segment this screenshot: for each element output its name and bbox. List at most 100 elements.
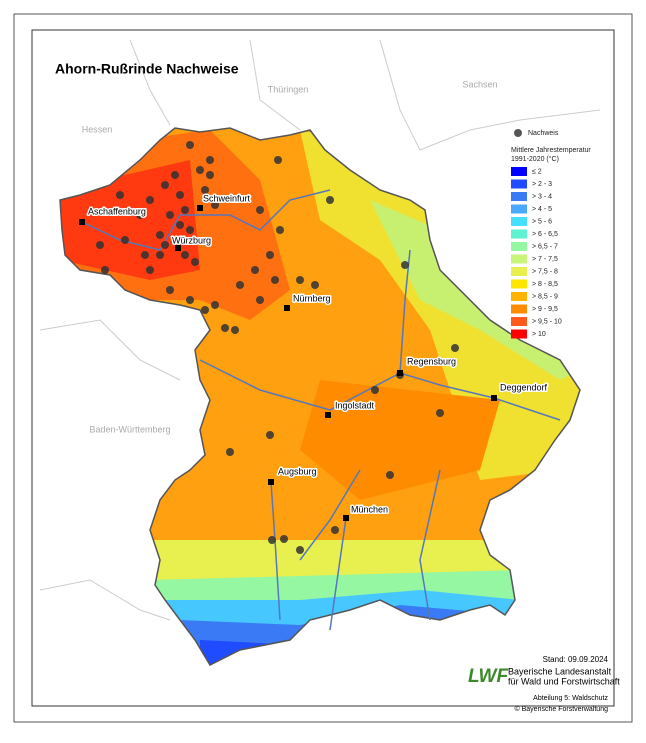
neighbor-label: Sachsen: [462, 79, 497, 89]
observation-dot: [276, 226, 284, 234]
legend-label: > 6 - 6,5: [532, 231, 558, 238]
city-marker: [325, 412, 331, 418]
city-label: Deggendorf: [500, 382, 548, 392]
observation-dot: [326, 196, 334, 204]
observation-dot: [266, 251, 274, 259]
city-marker: [197, 205, 203, 211]
city-label: Regensburg: [407, 356, 456, 366]
observation-dot: [296, 276, 304, 284]
legend-swatch: [511, 192, 527, 201]
observation-dot: [146, 196, 154, 204]
legend-swatch: [511, 254, 527, 264]
legend-label: > 9,5 - 10: [532, 318, 562, 325]
observation-dot: [331, 526, 339, 534]
observation-dot: [101, 266, 109, 274]
legend-label: > 8 - 8,5: [532, 281, 558, 288]
observation-dot: [191, 258, 199, 266]
observation-dot: [280, 535, 288, 543]
observation-dot: [386, 471, 394, 479]
legend-swatch: [511, 304, 527, 314]
observation-dot: [436, 409, 444, 417]
observation-dot: [161, 181, 169, 189]
map-title: Ahorn-Rußrinde Nachweise: [55, 61, 239, 77]
legend-label: > 4 - 5: [532, 206, 552, 213]
legend-swatch: [511, 329, 527, 339]
department: Abteilung 5: Waldschutz: [533, 695, 608, 702]
legend-label: > 2 - 3: [532, 181, 552, 188]
legend-label: > 7,5 - 8: [532, 268, 558, 275]
city-label: Würzburg: [172, 235, 211, 245]
observation-points: [96, 141, 459, 554]
observation-dot: [201, 186, 209, 194]
observation-dot: [146, 266, 154, 274]
observation-dot: [176, 191, 184, 199]
observation-dot: [296, 546, 304, 554]
city-marker: [491, 395, 497, 401]
observation-dot: [251, 266, 259, 274]
date: Stand: 09.09.2024: [543, 655, 609, 664]
observation-dot: [166, 286, 174, 294]
city-marker: [284, 305, 290, 311]
city-marker: [397, 370, 403, 376]
city-label: Aschaffenburg: [88, 206, 146, 216]
legend-dot: [514, 129, 522, 137]
observation-dot: [451, 344, 459, 352]
observation-dot: [171, 236, 179, 244]
legend-swatch: [511, 242, 527, 251]
observation-dot: [256, 206, 264, 214]
observation-dot: [211, 201, 219, 209]
legend-swatch: [511, 167, 527, 176]
city-label: Augsburg: [278, 466, 317, 476]
observation-dot: [371, 386, 379, 394]
observation-dot: [136, 211, 144, 219]
observation-dot: [211, 301, 219, 309]
legend-title: 1991-2020 (°C): [511, 155, 559, 163]
observation-dot: [401, 261, 409, 269]
observation-dot: [266, 431, 274, 439]
legend-label: > 5 - 6: [532, 218, 552, 225]
legend-label: > 3 - 4: [532, 193, 552, 200]
institution: Bayerische Landesanstalt: [508, 666, 612, 676]
observation-dot: [201, 306, 209, 314]
city-marker: [175, 245, 181, 251]
legend-swatch: [511, 179, 527, 189]
legend-points-label: Nachweis: [528, 130, 559, 137]
observation-dot: [166, 211, 174, 219]
legend-title: Mittlere Jahrestemperatur: [511, 147, 591, 154]
legend-label: > 9 - 9,5: [532, 306, 558, 313]
legend-label: > 8,5 - 9: [532, 293, 558, 300]
neighbor-borders: [39, 39, 601, 621]
neighbor-label: Thüringen: [268, 84, 309, 94]
city-marker: [343, 515, 349, 521]
city-label: Nürnberg: [293, 293, 331, 303]
observation-dot: [226, 448, 234, 456]
observation-dot: [156, 251, 164, 259]
city-label: München: [351, 504, 388, 514]
observation-dot: [116, 191, 124, 199]
observation-dot: [186, 141, 194, 149]
observation-dot: [141, 251, 149, 259]
neighbor-label: Hessen: [82, 124, 113, 134]
observation-dot: [206, 171, 214, 179]
legend-swatch: [511, 217, 527, 226]
observation-dot: [221, 324, 229, 332]
observation-dot: [121, 236, 129, 244]
observation-dot: [311, 281, 319, 289]
legend-label: > 6,5 - 7: [532, 243, 558, 250]
observation-dot: [231, 326, 239, 334]
observation-dot: [176, 221, 184, 229]
legend-swatch: [511, 317, 527, 326]
city-label: Schweinfurt: [203, 193, 251, 203]
observation-dot: [156, 231, 164, 239]
legend-swatch: [511, 229, 527, 239]
legend-swatch: [511, 204, 527, 214]
outer-frame: [13, 13, 633, 723]
legend-swatch: [511, 292, 527, 301]
observation-dot: [268, 536, 276, 544]
city-marker: [79, 219, 85, 225]
logo: LWF: [468, 666, 509, 687]
observation-dot: [196, 166, 204, 174]
legend-swatch: [511, 279, 527, 289]
observation-dot: [96, 241, 104, 249]
legend-label: > 7 - 7,5: [532, 256, 558, 263]
